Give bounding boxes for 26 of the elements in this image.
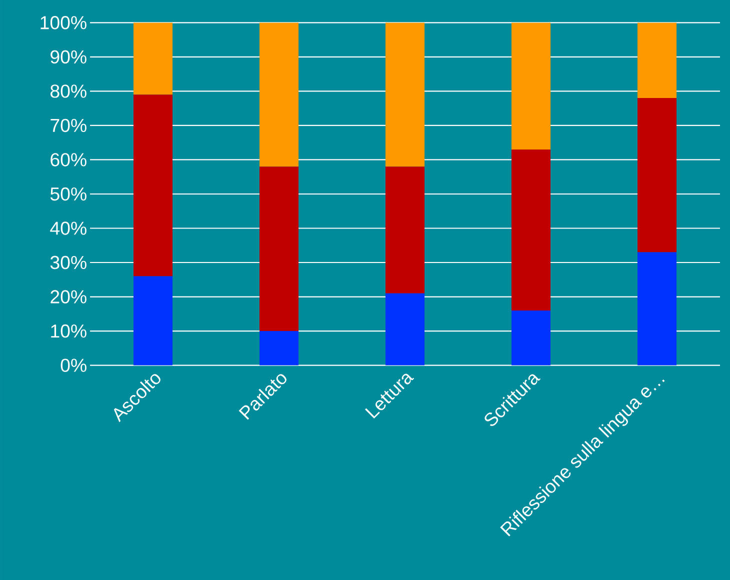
y-tick-label: 50% bbox=[50, 187, 86, 201]
bar bbox=[385, 22, 425, 167]
bar bbox=[637, 252, 677, 366]
bar bbox=[259, 331, 299, 366]
y-tick-label: 0% bbox=[60, 358, 86, 372]
bar bbox=[637, 22, 677, 98]
bar bbox=[511, 149, 551, 310]
bar bbox=[385, 293, 425, 366]
y-tick-label: 80% bbox=[50, 84, 86, 98]
bar bbox=[259, 166, 299, 332]
bar bbox=[133, 276, 173, 366]
bar bbox=[133, 94, 173, 276]
y-tick-label: 20% bbox=[50, 290, 86, 304]
bar bbox=[511, 310, 551, 366]
bar bbox=[385, 166, 425, 294]
y-tick-label: 100% bbox=[40, 16, 86, 30]
bar bbox=[511, 22, 551, 150]
y-tick-label: 90% bbox=[50, 50, 86, 64]
y-tick-label: 30% bbox=[50, 256, 86, 270]
bar bbox=[259, 22, 299, 167]
y-tick-label: 60% bbox=[50, 153, 86, 166]
y-tick-label: 10% bbox=[51, 324, 86, 338]
y-tick-label: 70% bbox=[50, 118, 86, 132]
bar bbox=[637, 98, 677, 252]
y-tick-label: 40% bbox=[50, 222, 86, 235]
bar bbox=[133, 22, 173, 95]
